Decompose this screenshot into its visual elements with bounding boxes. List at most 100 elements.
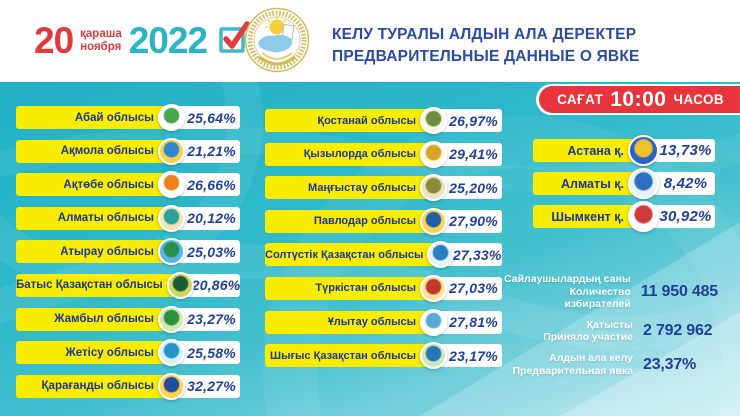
region-row: Қарағанды облысы 32,27% [16,372,240,400]
region-row: Атырау облысы 25,03% [16,238,240,266]
region-name: Қостанай облысы [265,109,434,132]
zhambyl-region-emblem-icon [158,305,185,333]
time-banner: САҒАТ 10:00 ЧАСОВ [536,84,740,115]
stat-label: Қатысты Приняло участие [543,318,633,344]
page-title: КЕЛУ ТУРАЛЫ АЛДЫН АЛА ДЕРЕКТЕР ПРЕДВАРИТ… [332,24,640,69]
turnout-value: 25,64% [170,106,240,129]
turnout-value: 27,90% [432,209,502,233]
stat-label: Алдын ала келу Предварительная явка [512,351,634,377]
turnout-value: 27,33% [439,243,502,267]
aqtobe-region-emblem-icon [158,171,185,199]
region-name: Шымкент қ. [533,205,644,228]
atyrau-region-emblem-icon [158,238,185,266]
region-name: Солтүстік Қазақстан облысы [265,243,442,267]
region-name: Алматы қ. [533,172,644,195]
time-banner-inner: САҒАТ 10:00 ЧАСОВ [539,86,740,113]
turnout-value: 21,21% [170,139,240,163]
turnout-value: 26,66% [170,173,240,197]
north-kazakhstan-region-emblem-icon [427,241,455,269]
regions-column-left: Абай облысы 25,64% Ақмола облысы 21,21% Ақтө… [16,104,241,408]
region-name: Маңғыстау облысы [265,176,434,200]
region-row: Ұлытау облысы 27,81% [265,308,502,336]
header: 20 қараша ноября 2022 [0,0,740,82]
turnout-value: 27,81% [432,310,502,334]
time-label-ru: ЧАСОВ [673,92,724,107]
region-name: Атырау облысы [16,240,172,264]
region-row: Ақтөбе облысы 26,66% [16,171,240,199]
date-month-ru: ноября [80,41,122,53]
pavlodar-region-emblem-icon [420,207,447,235]
region-row: Павлодар облысы 27,90% [265,207,502,235]
region-row: Батыс Қазақстан облысы 20,86% [16,271,241,299]
time-label-kk: САҒАТ [557,92,604,107]
stat-label: Сайлаушылардың саны Количество избирател… [504,273,631,311]
region-name: Павлодар облысы [265,209,434,233]
stat-participated: Қатысты Приняло участие 2 792 962 [503,319,718,344]
turnout-value: 20,12% [170,206,240,230]
turnout-value: 32,27% [170,374,240,398]
region-row: Алматы облысы 20,12% [16,204,240,232]
title-line-kk: КЕЛУ ТУРАЛЫ АЛДЫН АЛА ДЕРЕКТЕР [332,26,637,43]
region-row: Қостанай облысы 26,97% [265,107,502,134]
time-value: 10:00 [610,87,667,111]
zhetisu-region-emblem-icon [158,339,185,367]
title-line-ru: ПРЕДВАРИТЕЛЬНЫЕ ДАННЫЕ О ЯВКЕ [332,48,640,66]
almaty-city-emblem-icon [628,168,659,199]
turnout-value: 25,03% [170,240,240,264]
stat-value: 2 792 962 [643,322,713,340]
aqmola-region-emblem-icon [158,137,185,165]
region-name: Алматы облысы [16,206,172,230]
date-month-kk: қараша [80,28,122,41]
region-name: Астана қ. [533,139,644,162]
region-row: Маңғыстау облысы 25,20% [265,174,502,202]
region-row: Шымкент қ. 30,92% [533,201,715,232]
turnout-value: 27,03% [432,276,502,300]
turnout-value: 25,20% [432,176,502,200]
region-row: Жетісу облысы 25,58% [16,339,240,367]
stat-preliminary-turnout: Алдын ала келу Предварительная явка 23,3… [503,352,718,377]
region-name: Ақмола облысы [16,139,172,163]
turnout-value: 23,27% [170,307,240,331]
region-name: Жетісу облысы [16,341,172,365]
turnout-value: 20,86% [178,273,241,297]
turnout-value: 30,92% [643,205,715,228]
totals-block: Сайлаушылардың саны Количество избирател… [503,273,718,385]
stat-value: 11 950 485 [640,282,718,300]
west-kazakhstan-region-emblem-icon [166,271,194,299]
region-row: Солтүстік Қазақстан облысы 27,33% [265,241,502,269]
turnout-value: 13,73% [643,139,715,162]
region-row: Алматы қ. 8,42% [533,168,715,199]
turnout-value: 25,58% [170,341,240,365]
shymkent-city-emblem-icon [628,201,659,232]
mangystau-region-emblem-icon [420,174,447,202]
east-kazakhstan-region-emblem-icon [420,342,447,370]
region-name: Жамбыл облысы [16,307,172,331]
turnout-value: 26,97% [432,109,502,132]
kyzylorda-region-emblem-icon [420,140,447,168]
region-name: Ұлытау облысы [265,310,434,334]
date-block: 20 қараша ноября 2022 [34,20,250,62]
region-row: Қызылорда облысы 29,41% [265,140,502,168]
region-row: Жамбыл облысы 23,27% [16,305,240,333]
region-row: Шығыс Қазақстан облысы 23,17% [265,342,502,370]
almaty-region-emblem-icon [158,204,185,232]
region-name: Ақтөбе облысы [16,173,172,197]
date-months: қараша ноября [80,28,122,53]
turnout-value: 29,41% [432,142,502,166]
abai-region-emblem-icon [158,104,185,131]
region-name: Шығыс Қазақстан облысы [265,344,434,368]
region-name: Қарағанды облысы [16,374,172,398]
region-name: Қызылорда облысы [265,142,434,166]
kostanay-region-emblem-icon [420,107,447,134]
karaganda-region-emblem-icon [158,372,185,400]
ulytau-region-emblem-icon [420,308,447,336]
region-name: Батыс Қазақстан облысы [16,273,181,297]
central-election-commission-emblem-icon [244,7,310,78]
date-day: 20 [34,20,74,61]
cities-column-right: Астана қ. 13,73% Алматы қ. 8,42% Шымкент қ. 3… [533,135,715,238]
region-row: Түркістан облысы 27,03% [265,274,502,302]
region-row: Астана қ. 13,73% [533,135,715,166]
region-row: Абай облысы 25,64% [16,104,240,131]
ballot-check-icon [218,18,250,59]
